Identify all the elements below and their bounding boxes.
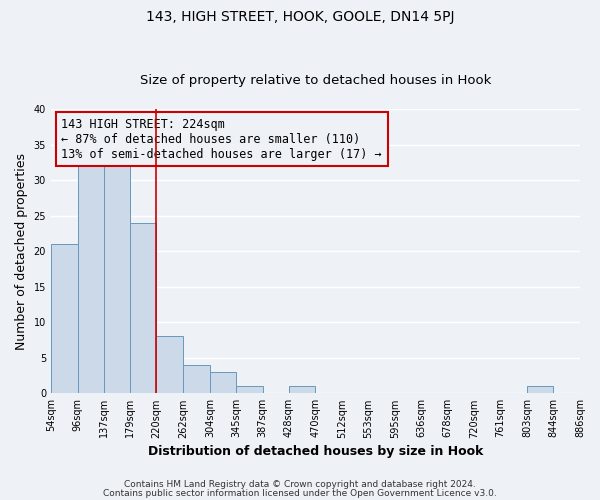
Bar <box>210 372 236 394</box>
Bar <box>236 386 263 394</box>
Bar <box>183 365 210 394</box>
Bar <box>130 222 157 394</box>
Bar <box>51 244 77 394</box>
Bar <box>289 386 316 394</box>
Bar <box>157 336 183 394</box>
Y-axis label: Number of detached properties: Number of detached properties <box>15 152 28 350</box>
Text: Contains HM Land Registry data © Crown copyright and database right 2024.: Contains HM Land Registry data © Crown c… <box>124 480 476 489</box>
Bar <box>104 166 130 394</box>
Bar <box>527 386 553 394</box>
Text: Contains public sector information licensed under the Open Government Licence v3: Contains public sector information licen… <box>103 488 497 498</box>
Text: 143, HIGH STREET, HOOK, GOOLE, DN14 5PJ: 143, HIGH STREET, HOOK, GOOLE, DN14 5PJ <box>146 10 454 24</box>
Text: 143 HIGH STREET: 224sqm
← 87% of detached houses are smaller (110)
13% of semi-d: 143 HIGH STREET: 224sqm ← 87% of detache… <box>61 118 382 160</box>
X-axis label: Distribution of detached houses by size in Hook: Distribution of detached houses by size … <box>148 444 483 458</box>
Title: Size of property relative to detached houses in Hook: Size of property relative to detached ho… <box>140 74 491 87</box>
Bar <box>77 159 104 394</box>
